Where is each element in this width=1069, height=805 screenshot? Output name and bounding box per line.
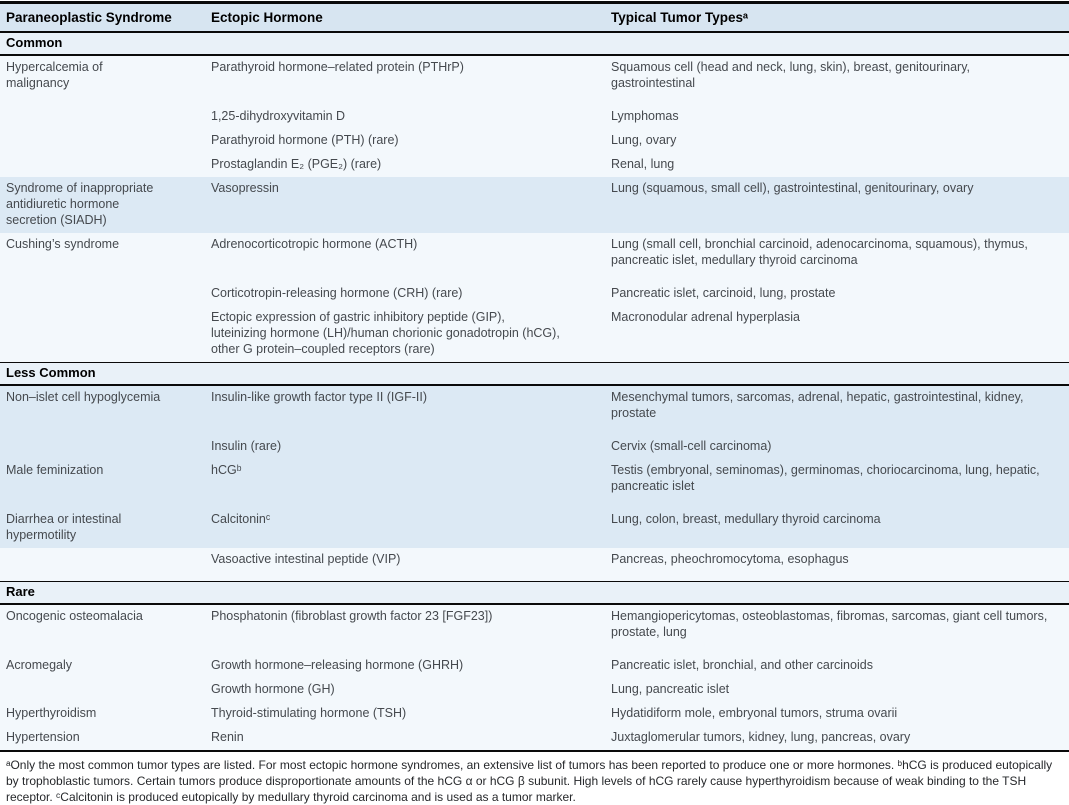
table-row: Growth hormone (GH) Lung, pancreatic isle…	[0, 678, 1069, 702]
tumor-cell: Lung (squamous, small cell), gastrointes…	[605, 177, 1069, 233]
table-row: Parathyroid hormone (PTH) (rare) Lung, ov…	[0, 129, 1069, 153]
syndrome-cell	[0, 548, 206, 582]
table-row: Hypertension Renin Juxtaglomerular tumors,…	[0, 726, 1069, 751]
hormone-cell: hCGᵇ	[206, 459, 605, 508]
column-header-ectopic-hormone: Ectopic Hormone	[206, 2, 605, 33]
tumor-cell: Pancreatic islet, carcinoid, lung, prost…	[605, 282, 1069, 306]
tumor-cell: Hemangiopericytomas, osteoblastomas, fib…	[605, 604, 1069, 654]
tumor-cell: Macronodular adrenal hyperplasia	[605, 306, 1069, 363]
hormone-cell: Parathyroid hormone (PTH) (rare)	[206, 129, 605, 153]
syndrome-cell: Cushing’s syndrome	[0, 233, 206, 282]
hormone-cell: 1,25-dihydroxyvitamin D	[206, 105, 605, 129]
section-label: Less Common	[0, 362, 1069, 386]
section-header-row: Less Common	[0, 362, 1069, 386]
syndrome-cell: Hypertension	[0, 726, 206, 751]
tumor-cell: Pancreatic islet, bronchial, and other c…	[605, 654, 1069, 678]
table-row: Ectopic expression of gastric inhibitory…	[0, 306, 1069, 363]
syndrome-cell: Acromegaly	[0, 654, 206, 678]
table-row: Cushing’s syndrome Adrenocorticotropic ho…	[0, 233, 1069, 282]
table-row: Hypercalcemia of malignancy Parathyroid h…	[0, 55, 1069, 105]
hormone-cell: Phosphatonin (fibroblast growth factor 2…	[206, 604, 605, 654]
table-row: Diarrhea or intestinal hypermotility Calc…	[0, 508, 1069, 548]
column-header-paraneoplastic-syndrome: Paraneoplastic Syndrome	[0, 2, 206, 33]
tumor-cell: Mesenchymal tumors, sarcomas, adrenal, h…	[605, 385, 1069, 435]
tumor-cell: Hydatidiform mole, embryonal tumors, str…	[605, 702, 1069, 726]
hormone-cell: Calcitoninᶜ	[206, 508, 605, 548]
tumor-cell: Lymphomas	[605, 105, 1069, 129]
hormone-cell: Vasopressin	[206, 177, 605, 233]
tumor-cell: Lung (small cell, bronchial carcinoid, a…	[605, 233, 1069, 282]
hormone-cell: Prostaglandin E₂ (PGE₂) (rare)	[206, 153, 605, 177]
syndrome-cell: Hypercalcemia of malignancy	[0, 55, 206, 105]
hormone-cell: Insulin-like growth factor type II (IGF-…	[206, 385, 605, 435]
syndrome-cell: Hyperthyroidism	[0, 702, 206, 726]
hormone-cell: Growth hormone (GH)	[206, 678, 605, 702]
syndrome-cell	[0, 105, 206, 129]
section-label: Common	[0, 31, 1069, 56]
table-row: Non–islet cell hypoglycemia Insulin-like …	[0, 385, 1069, 435]
hormone-cell: Insulin (rare)	[206, 435, 605, 459]
syndrome-cell: Diarrhea or intestinal hypermotility	[0, 508, 206, 548]
table-row: Hyperthyroidism Thyroid-stimulating hormo…	[0, 702, 1069, 726]
tumor-cell: Lung, ovary	[605, 129, 1069, 153]
table-body: Common Hypercalcemia of malignancy Parathy…	[0, 31, 1069, 751]
tumor-cell: Squamous cell (head and neck, lung, skin…	[605, 55, 1069, 105]
table-row: Prostaglandin E₂ (PGE₂) (rare) Renal, lun…	[0, 153, 1069, 177]
hormone-cell: Adrenocorticotropic hormone (ACTH)	[206, 233, 605, 282]
hormone-cell: Renin	[206, 726, 605, 751]
hormone-cell: Parathyroid hormone–related protein (PTH…	[206, 55, 605, 105]
paraneoplastic-syndromes-table: Paraneoplastic Syndrome Ectopic Hormone …	[0, 1, 1069, 752]
section-header-row: Rare	[0, 581, 1069, 605]
syndrome-cell	[0, 282, 206, 306]
hormone-cell: Thyroid-stimulating hormone (TSH)	[206, 702, 605, 726]
table-footnote: ᵃOnly the most common tumor types are li…	[6, 758, 1053, 804]
tumor-cell: Testis (embryonal, seminomas), germinoma…	[605, 459, 1069, 508]
table-row: Syndrome of inappropriate antidiuretic h…	[0, 177, 1069, 233]
hormone-cell: Vasoactive intestinal peptide (VIP)	[206, 548, 605, 582]
hormone-cell: Ectopic expression of gastric inhibitory…	[206, 306, 605, 363]
table-row: Oncogenic osteomalacia Phosphatonin (fibr…	[0, 604, 1069, 654]
hormone-cell: Growth hormone–releasing hormone (GHRH)	[206, 654, 605, 678]
tumor-cell: Juxtaglomerular tumors, kidney, lung, pa…	[605, 726, 1069, 751]
table-header-row: Paraneoplastic Syndrome Ectopic Hormone …	[0, 2, 1069, 33]
tumor-cell: Cervix (small-cell carcinoma)	[605, 435, 1069, 459]
syndrome-cell: Non–islet cell hypoglycemia	[0, 385, 206, 435]
syndrome-cell: Syndrome of inappropriate antidiuretic h…	[0, 177, 206, 233]
syndrome-cell	[0, 153, 206, 177]
table-row: Acromegaly Growth hormone–releasing hormo…	[0, 654, 1069, 678]
table-row: Male feminization hCGᵇ Testis (embryonal, …	[0, 459, 1069, 508]
syndrome-cell	[0, 678, 206, 702]
section-header-row: Common	[0, 31, 1069, 56]
table-row: Insulin (rare) Cervix (small-cell carcino…	[0, 435, 1069, 459]
syndrome-cell	[0, 435, 206, 459]
syndrome-cell	[0, 306, 206, 363]
hormone-cell: Corticotropin-releasing hormone (CRH) (r…	[206, 282, 605, 306]
syndrome-cell: Male feminization	[0, 459, 206, 508]
tumor-cell: Pancreas, pheochromocytoma, esophagus	[605, 548, 1069, 582]
syndrome-cell	[0, 129, 206, 153]
tumor-cell: Lung, pancreatic islet	[605, 678, 1069, 702]
table-row: Corticotropin-releasing hormone (CRH) (r…	[0, 282, 1069, 306]
column-header-typical-tumor-types: Typical Tumor Typesᵃ	[605, 2, 1069, 33]
table-row: Vasoactive intestinal peptide (VIP) Pancr…	[0, 548, 1069, 582]
tumor-cell: Lung, colon, breast, medullary thyroid c…	[605, 508, 1069, 548]
section-label: Rare	[0, 581, 1069, 605]
table-row: 1,25-dihydroxyvitamin D Lymphomas	[0, 105, 1069, 129]
syndrome-cell: Oncogenic osteomalacia	[0, 604, 206, 654]
tumor-cell: Renal, lung	[605, 153, 1069, 177]
